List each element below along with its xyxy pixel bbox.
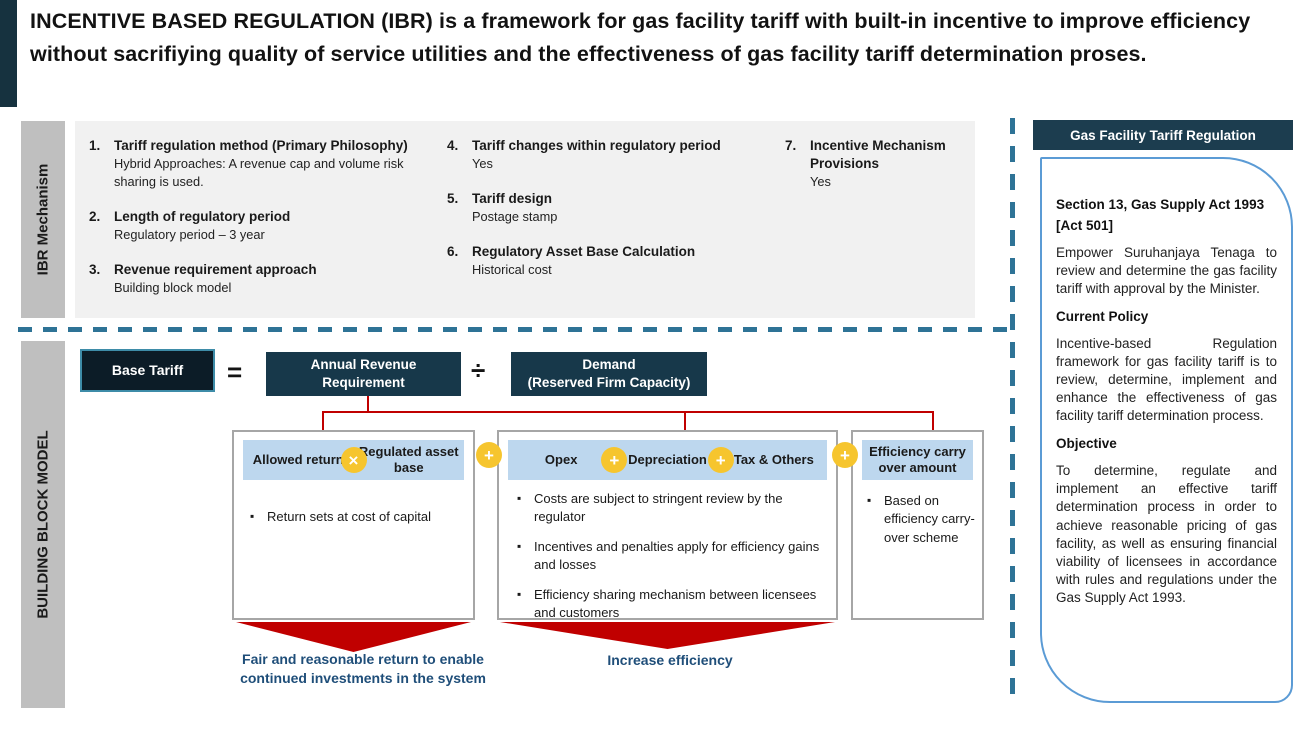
slide-title: INCENTIVE BASED REGULATION (IBR) is a fr…: [30, 9, 1251, 66]
sidebar-speech-bubble: Section 13, Gas Supply Act 1993 [Act 501…: [1040, 157, 1293, 703]
chip-allowed-return: Allowed return: [243, 440, 354, 480]
item-number: 2.: [89, 209, 101, 225]
divide-sign: ÷: [471, 355, 486, 385]
connector-drop-2: [684, 411, 686, 432]
connector-horizontal: [322, 411, 934, 413]
mechanism-item-1: 1. Tariff regulation method (Primary Phi…: [89, 137, 441, 191]
chip-tax-others: Tax & Others: [720, 440, 827, 480]
mechanism-item-3: 3. Revenue requirement approach Building…: [89, 261, 441, 297]
item-title: Tariff regulation method (Primary Philos…: [114, 138, 408, 153]
item-desc: Postage stamp: [472, 209, 558, 225]
sidebar-header: Gas Facility Tariff Regulation: [1033, 120, 1293, 150]
item-number: 3.: [89, 262, 101, 278]
horizontal-dashed-divider: [18, 327, 1008, 332]
plus-operator-icon: +: [707, 447, 734, 473]
demand-label-line2: (Reserved Firm Capacity): [527, 375, 691, 390]
item-number: 5.: [447, 191, 459, 207]
building-block-label-text: BUILDING BLOCK MODEL: [34, 430, 52, 619]
item-desc: Historical cost: [472, 262, 552, 278]
arr-label-line1: Annual Revenue: [310, 357, 417, 373]
ibr-mechanism-section-label: IBR Mechanism: [21, 121, 65, 318]
mechanism-item-5: 5. Tariff design Postage stamp: [447, 190, 777, 226]
connector-drop-3: [932, 411, 934, 432]
group-box-costs: Opex + Depreciation + Tax & Others Costs…: [497, 430, 838, 620]
item-title: Tariff design: [472, 191, 553, 207]
sidebar-section-heading: Objective: [1056, 436, 1117, 452]
connector-riser: [367, 396, 369, 412]
sidebar-section-body: To determine, regulate and implement an …: [1056, 463, 1277, 605]
arr-label-line2: Requirement: [322, 375, 405, 390]
base-tariff-label: Base Tariff: [111, 362, 184, 379]
chip-opex: Opex: [508, 440, 615, 480]
item-number: 4.: [447, 138, 459, 153]
mechanism-column-3: 7. Incentive Mechanism Provisions Yes: [785, 137, 971, 208]
callout-increase-efficiency: Increase efficiency: [607, 652, 733, 668]
bullet-item: Costs are subject to stringent review by…: [513, 490, 826, 527]
item-number: 6.: [447, 244, 459, 260]
plus-operator-icon: +: [476, 442, 502, 468]
item-number: 1.: [89, 138, 101, 153]
chip-efficiency-carry-over: Efficiency carry over amount: [862, 440, 973, 480]
multiply-operator-icon: ×: [340, 447, 367, 473]
connector-drop-1: [322, 411, 324, 432]
bullet-item: Based on efficiency carry-over scheme: [863, 492, 978, 547]
vertical-dashed-divider: [1010, 118, 1015, 706]
item-number: 7.: [785, 138, 797, 153]
item-title: Length of regulatory period: [114, 209, 291, 225]
red-arrow-down: [236, 622, 471, 652]
sidebar-section-heading: Section 13, Gas Supply Act 1993 [Act 501…: [1056, 197, 1265, 233]
chip-depreciation: Depreciation: [614, 440, 721, 480]
building-block-section-label: BUILDING BLOCK MODEL: [21, 341, 65, 708]
item-title: Incentive Mechanism Provisions: [810, 138, 946, 172]
bullet-item: Efficiency sharing mechanism between lic…: [513, 586, 826, 623]
mechanism-item-2: 2. Length of regulatory period Regulator…: [89, 208, 441, 244]
corner-accent-block: [0, 0, 17, 107]
item-desc: Building block model: [114, 280, 232, 296]
sidebar-section-body: Empower Suruhanjaya Tenaga to review and…: [1056, 244, 1277, 296]
mechanism-column-2: 4. Tariff changes within regulatory peri…: [447, 137, 777, 296]
demand-label-line1: Demand: [582, 357, 636, 373]
item-desc: Regulatory period – 3 year: [114, 227, 265, 243]
plus-operator-icon: +: [832, 442, 858, 468]
chip-regulated-asset-base: Regulated asset base: [353, 440, 464, 480]
annual-revenue-requirement-box: Annual Revenue Requirement: [266, 352, 461, 396]
group-box-efficiency: Efficiency carry over amount Based on ef…: [851, 430, 984, 620]
base-tariff-box: Base Tariff: [80, 349, 215, 392]
sidebar-section-body: Incentive-based Regulation framework for…: [1056, 336, 1277, 424]
item-desc: Hybrid Approaches: A revenue cap and vol…: [114, 156, 404, 190]
sidebar-section-heading: Current Policy: [1056, 309, 1149, 325]
item-title: Revenue requirement approach: [114, 262, 317, 278]
mechanism-item-7: 7. Incentive Mechanism Provisions Yes: [785, 137, 971, 191]
demand-box: Demand (Reserved Firm Capacity): [511, 352, 707, 396]
ibr-mechanism-label-text: IBR Mechanism: [34, 163, 52, 276]
callout-fair-return: Fair and reasonable return to enable con…: [240, 651, 486, 686]
plus-operator-icon: +: [601, 447, 628, 473]
bullet-item: Return sets at cost of capital: [246, 508, 463, 526]
ibr-mechanism-panel: 1. Tariff regulation method (Primary Phi…: [75, 121, 975, 318]
item-title: Tariff changes within regulatory period: [472, 138, 721, 153]
mechanism-item-4: 4. Tariff changes within regulatory peri…: [447, 137, 777, 173]
equals-sign: =: [227, 357, 243, 387]
mechanism-column-1: 1. Tariff regulation method (Primary Phi…: [89, 137, 441, 314]
red-arrow-down: [500, 622, 835, 649]
item-desc: Yes: [810, 174, 831, 190]
bullet-item: Incentives and penalties apply for effic…: [513, 538, 826, 575]
mechanism-item-6: 6. Regulatory Asset Base Calculation His…: [447, 243, 777, 279]
item-title: Regulatory Asset Base Calculation: [472, 244, 696, 260]
item-desc: Yes: [472, 156, 493, 172]
sidebar-header-text: Gas Facility Tariff Regulation: [1070, 127, 1256, 143]
group-box-return: Allowed return × Regulated asset base Re…: [232, 430, 475, 620]
